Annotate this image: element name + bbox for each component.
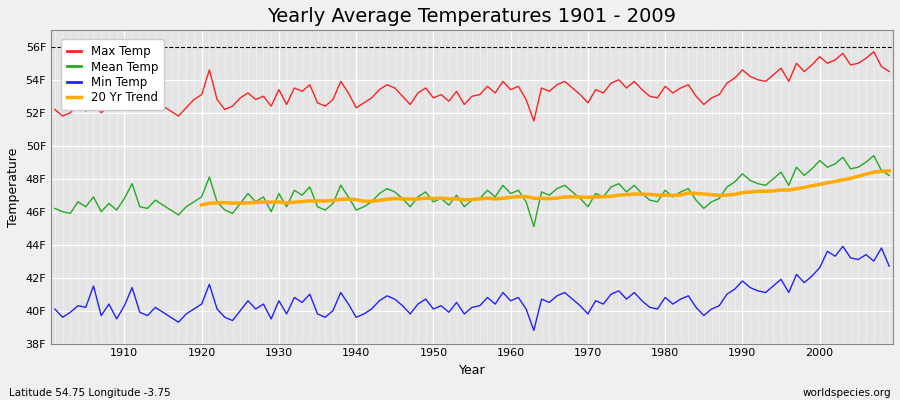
Text: Latitude 54.75 Longitude -3.75: Latitude 54.75 Longitude -3.75 xyxy=(9,388,171,398)
X-axis label: Year: Year xyxy=(459,364,485,377)
Legend: Max Temp, Mean Temp, Min Temp, 20 Yr Trend: Max Temp, Mean Temp, Min Temp, 20 Yr Tre… xyxy=(61,39,164,110)
Title: Yearly Average Temperatures 1901 - 2009: Yearly Average Temperatures 1901 - 2009 xyxy=(267,7,677,26)
Y-axis label: Temperature: Temperature xyxy=(7,147,20,227)
Text: worldspecies.org: worldspecies.org xyxy=(803,388,891,398)
